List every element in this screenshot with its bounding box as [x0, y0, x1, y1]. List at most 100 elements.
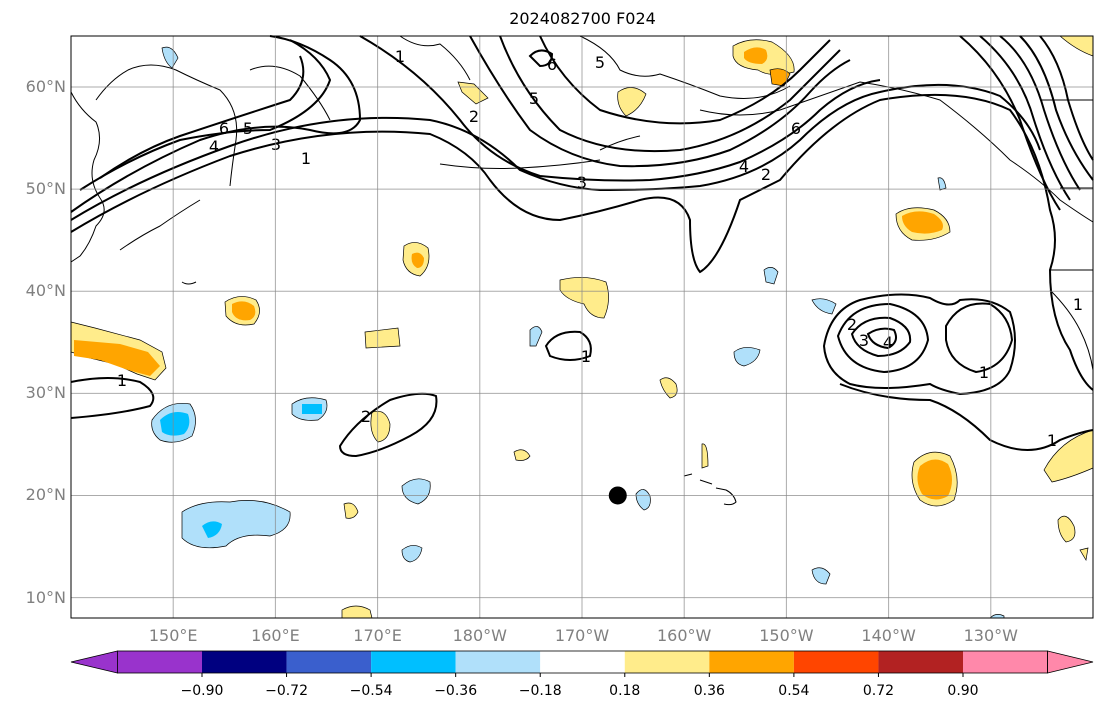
- negative-anomaly-region: [763, 267, 779, 285]
- colorbar-tick-label: 0.18: [609, 683, 641, 699]
- contour-line: [999, 35, 1081, 191]
- colorbar-segment: [624, 651, 710, 673]
- positive-anomaly-region: [1079, 547, 1089, 561]
- lon-tick-label: 140°W: [861, 626, 916, 645]
- contour-label: 5: [529, 89, 539, 108]
- lon-tick-label: 150°E: [148, 626, 198, 645]
- contour-label: 1: [581, 347, 591, 366]
- contour-line: [499, 35, 841, 153]
- lon-tick-label: 180°W: [452, 626, 507, 645]
- negative-anomaly-region: [733, 347, 761, 367]
- shaded-anomaly-regions: [70, 35, 1094, 619]
- positive-anomaly-region: [917, 459, 952, 500]
- lat-tick-label: 10°N: [25, 587, 66, 607]
- lat-tick-label: 60°N: [25, 77, 66, 97]
- island-chain: [119, 199, 201, 251]
- colorbar-segment: [455, 651, 541, 673]
- contour-line: [979, 35, 1071, 201]
- contour-label: 1: [301, 149, 311, 168]
- coastline: [399, 35, 471, 81]
- map-title: 2024082700 F024: [509, 9, 656, 28]
- contour-line: [469, 35, 851, 168]
- contour-line: [1019, 35, 1094, 181]
- colorbar-tick-label: −0.54: [349, 683, 393, 699]
- colorbar-tick-label: −0.18: [518, 683, 562, 699]
- colorbar-segment: [117, 651, 202, 673]
- contour-label: 4: [209, 137, 219, 156]
- colorbar-outline: [117, 650, 1048, 674]
- contour-line: [945, 302, 1014, 374]
- contour-line: [839, 383, 1094, 451]
- positive-anomaly-region: [411, 252, 424, 268]
- gridlines: [71, 36, 1093, 618]
- contour-label: 6: [547, 55, 557, 74]
- contour-label: 1: [1073, 295, 1083, 314]
- negative-anomaly-region: [937, 177, 947, 191]
- colorbar-segment: [286, 651, 372, 673]
- colorbar-tick-label: 0.72: [862, 683, 895, 699]
- contour-label: 2: [847, 315, 857, 334]
- lon-tick-label: 170°E: [353, 626, 402, 645]
- lon-tick-label: 160°E: [251, 626, 300, 645]
- colorbar-segment: [963, 651, 1048, 673]
- coastline: [699, 81, 1094, 223]
- negative-anomaly-region: [529, 326, 543, 347]
- contour-label: 1: [979, 363, 989, 382]
- contour-line: [959, 35, 1061, 211]
- negative-anomaly-region: [401, 545, 423, 563]
- colorbar-extend-low: [70, 650, 118, 674]
- negative-anomaly-region: [161, 46, 179, 69]
- positive-anomaly-region: [513, 449, 531, 461]
- contour-line: [866, 327, 897, 350]
- lon-tick-label: 130°W: [963, 626, 1018, 645]
- contour-line: [70, 377, 155, 419]
- contour-line: [822, 293, 1016, 396]
- coastline: [249, 65, 331, 121]
- contour-label: 1: [1047, 431, 1057, 450]
- positive-anomaly-region: [1057, 515, 1076, 543]
- negative-anomaly-region: [202, 521, 222, 538]
- contour-line: [70, 83, 1041, 221]
- lon-tick-label: 150°W: [759, 626, 814, 645]
- hawaii: [683, 473, 737, 506]
- negative-anomaly-region: [811, 567, 831, 585]
- coastline: [1049, 289, 1094, 371]
- contour-line: [70, 93, 1094, 391]
- lat-tick-label: 50°N: [25, 179, 66, 199]
- lon-tick-label: 170°W: [554, 626, 610, 645]
- colorbar-segment: [878, 651, 963, 673]
- island-chain: [181, 281, 197, 285]
- positive-anomaly-region: [364, 327, 401, 349]
- lon-tick-label: 160°W: [657, 626, 712, 645]
- colorbar-tick-label: −0.36: [434, 683, 478, 699]
- lat-tick-label: 40°N: [25, 281, 66, 301]
- plot-frame: [70, 35, 1094, 619]
- contour-lines: [70, 35, 1094, 458]
- colorbar-tick-label: 0.90: [947, 683, 979, 699]
- coastline: [579, 35, 791, 99]
- contour-line: [70, 35, 362, 213]
- colorbar-tick-label: −0.90: [180, 683, 224, 699]
- colorbar: [70, 650, 1094, 677]
- positive-anomaly-region: [902, 211, 943, 234]
- colorbar-segment: [709, 651, 794, 673]
- contour-label: 4: [739, 157, 749, 176]
- contour-line: [528, 49, 554, 68]
- contour-label: 2: [761, 165, 771, 184]
- contour-line: [79, 39, 332, 191]
- contour-line: [836, 302, 930, 374]
- contour-line: [850, 316, 912, 358]
- contour-line: [99, 55, 305, 179]
- positive-anomaly-region: [370, 410, 391, 443]
- contour-label: 6: [791, 119, 801, 138]
- contour-label: 5: [243, 119, 253, 138]
- negative-anomaly-region: [302, 404, 322, 414]
- contour-line: [539, 35, 831, 125]
- colorbar-segment: [540, 651, 625, 673]
- contour-label: 6: [219, 119, 229, 138]
- negative-anomaly-region: [811, 298, 837, 315]
- contour-label: 3: [859, 331, 869, 350]
- contour-label: 5: [595, 53, 605, 72]
- positive-anomaly-region: [744, 47, 768, 64]
- colorbar-segment: [371, 651, 456, 673]
